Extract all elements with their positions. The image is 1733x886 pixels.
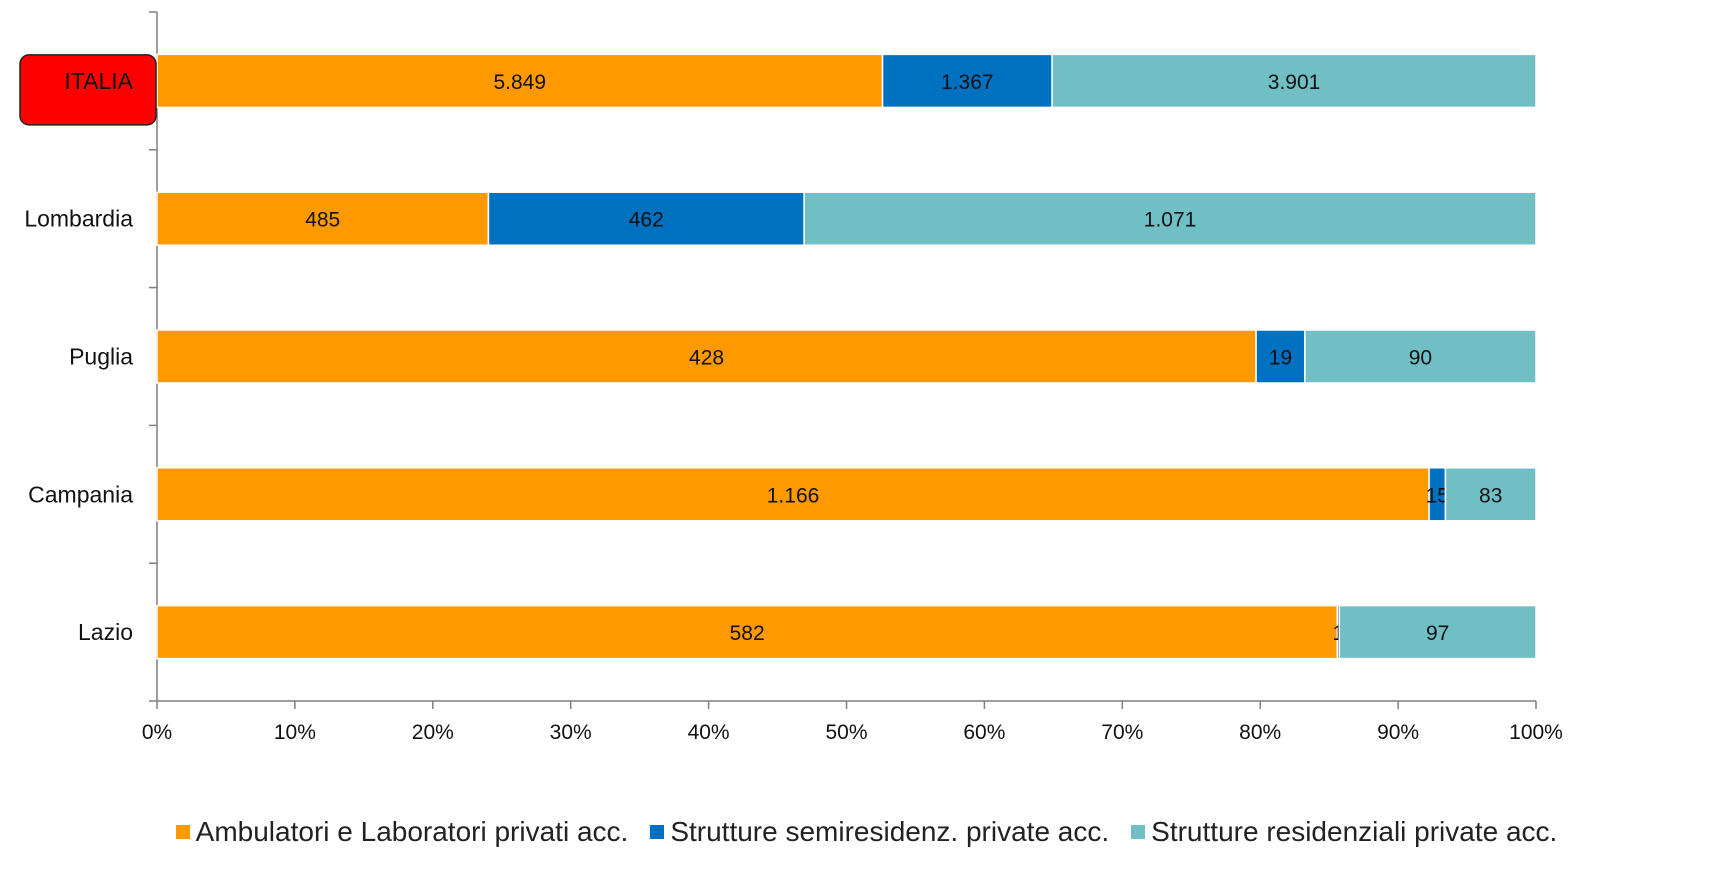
x-tick-label: 70% <box>1101 721 1143 744</box>
category-label: Lazio <box>78 619 133 645</box>
bar-segment <box>1255 329 1306 384</box>
highlight-box <box>19 54 157 126</box>
legend: Ambulatori e Laboratori privati acc. Stru… <box>0 812 1733 852</box>
legend-item: Ambulatori e Laboratori privati acc. <box>175 816 629 848</box>
bar-segment <box>487 191 805 246</box>
data-label: 15 <box>1426 484 1449 507</box>
data-label: 83 <box>1479 484 1502 507</box>
bar-segment <box>156 191 490 246</box>
bar-segment <box>1304 329 1537 384</box>
data-label: 428 <box>689 347 724 370</box>
bar-segment <box>156 467 1430 522</box>
x-tick-label: 60% <box>963 721 1005 744</box>
bar-segment <box>156 329 1257 384</box>
data-label: 1.166 <box>767 484 820 507</box>
bar-segment <box>803 191 1537 246</box>
data-label: 485 <box>305 209 340 232</box>
x-tick-label: 20% <box>412 721 454 744</box>
category-label: Campania <box>28 481 133 507</box>
legend-item: Strutture residenziali private acc. <box>1131 816 1557 848</box>
legend-label: Ambulatori e Laboratori privati acc. <box>195 816 629 847</box>
category-label: ITALIA <box>64 68 133 94</box>
data-label: 1.367 <box>941 71 994 94</box>
bar-segment <box>1051 53 1537 109</box>
bar-segment <box>881 53 1053 109</box>
legend-swatch <box>650 825 665 839</box>
x-tick-label: 40% <box>688 721 730 744</box>
x-tick-label: 90% <box>1377 721 1419 744</box>
x-tick-label: 0% <box>142 721 172 744</box>
data-label: 5.849 <box>493 71 546 94</box>
bar-segment <box>1338 604 1537 660</box>
data-label: 462 <box>629 209 664 232</box>
x-tick-label: 30% <box>550 721 592 744</box>
bar-segment <box>1444 467 1537 522</box>
x-tick-label: 100% <box>1509 721 1563 744</box>
legend-swatch <box>175 825 190 839</box>
legend-label: Strutture semiresidenz. private acc. <box>670 816 1110 847</box>
data-label: 19 <box>1269 347 1292 370</box>
x-tick-label: 80% <box>1239 721 1281 744</box>
data-label: 3.901 <box>1268 71 1321 94</box>
category-label: Puglia <box>69 344 133 370</box>
bar-segment <box>156 53 884 109</box>
x-tick-label: 10% <box>274 721 316 744</box>
data-label: 90 <box>1409 347 1432 370</box>
category-label: Lombardia <box>24 206 133 232</box>
data-label: 582 <box>730 622 765 645</box>
data-label: 1.071 <box>1144 209 1197 232</box>
legend-label: Strutture residenziali private acc. <box>1151 816 1558 847</box>
bar-segment <box>156 604 1339 660</box>
data-label: 97 <box>1426 622 1449 645</box>
data-label: 1 <box>1332 622 1344 645</box>
x-tick-label: 50% <box>825 721 867 744</box>
legend-swatch <box>1131 825 1146 839</box>
legend-item: Strutture semiresidenz. private acc. <box>650 816 1109 848</box>
